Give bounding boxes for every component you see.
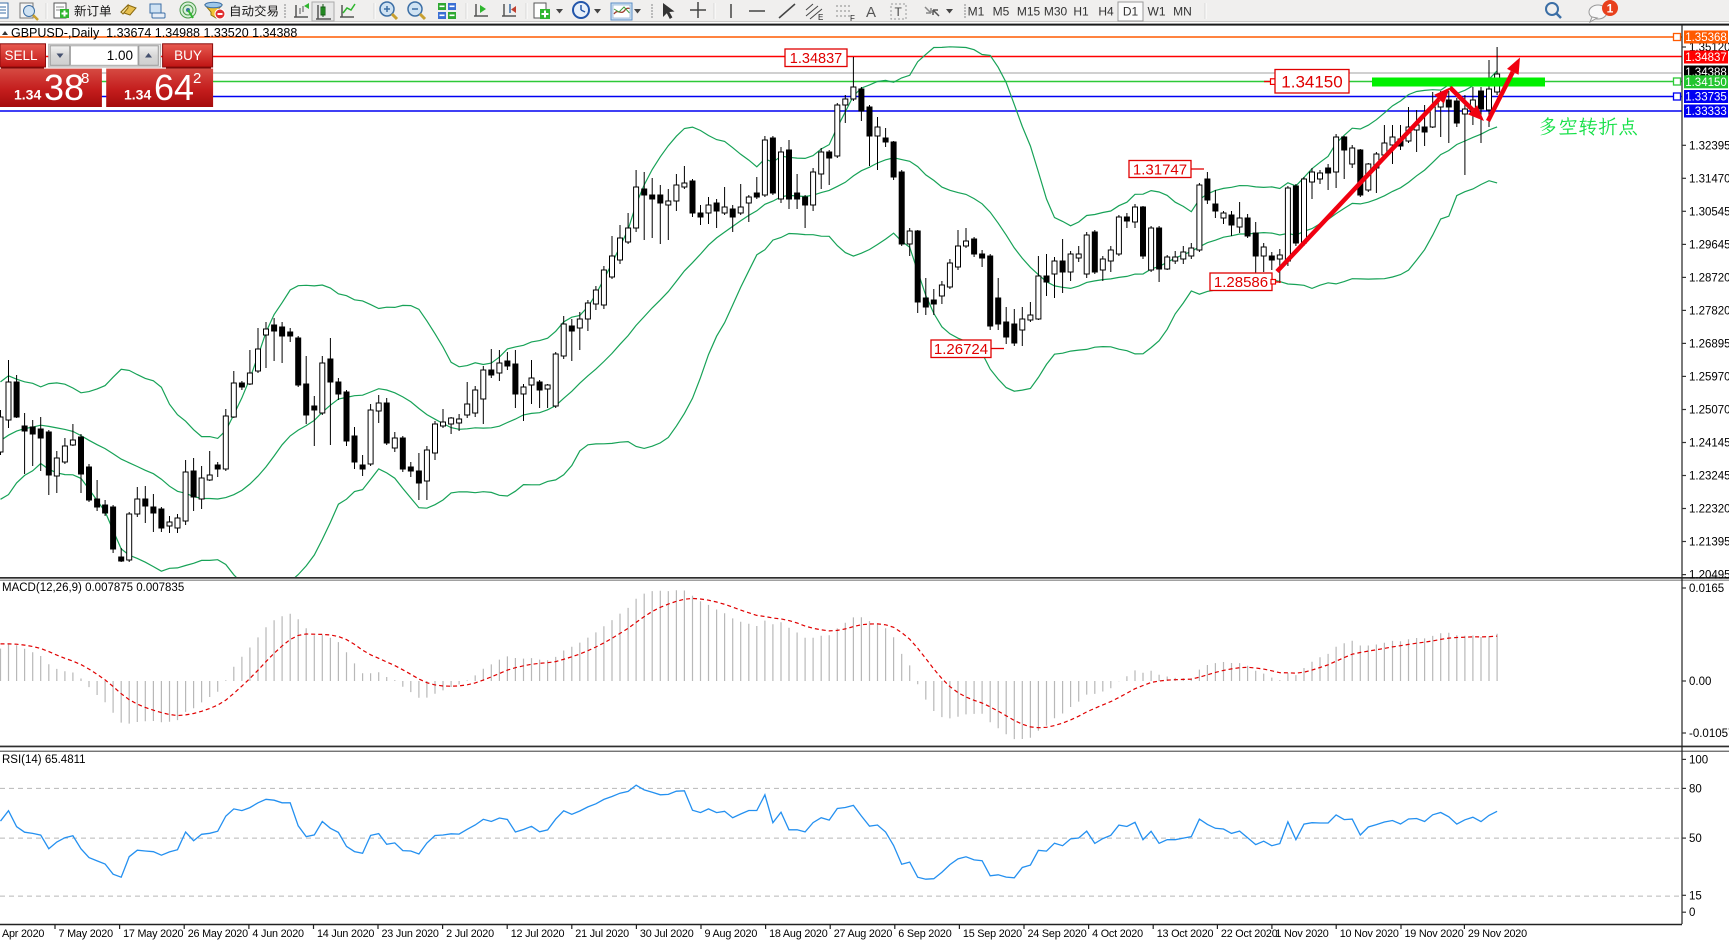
svg-text:22 Oct 2020: 22 Oct 2020	[1221, 928, 1278, 940]
svg-text:1.26895: 1.26895	[1689, 338, 1729, 350]
svg-text:Apr 2020: Apr 2020	[2, 928, 44, 940]
svg-text:1.34150: 1.34150	[1281, 72, 1342, 91]
svg-text:1.20495: 1.20495	[1689, 570, 1729, 582]
svg-text:10 Nov 2020: 10 Nov 2020	[1340, 928, 1399, 940]
svg-text:1.21395: 1.21395	[1689, 537, 1729, 549]
svg-text:0.0165: 0.0165	[1689, 583, 1724, 595]
svg-text:BUY: BUY	[174, 48, 202, 63]
svg-text:4 Jun 2020: 4 Jun 2020	[252, 928, 304, 940]
svg-text:M1: M1	[968, 5, 985, 19]
svg-text:27 Aug 2020: 27 Aug 2020	[834, 928, 893, 940]
svg-text:1.33333: 1.33333	[1685, 106, 1727, 118]
svg-text:D1: D1	[1123, 5, 1139, 19]
svg-text:0.00: 0.00	[1689, 676, 1711, 688]
svg-text:A: A	[866, 4, 876, 21]
svg-text:1.24145: 1.24145	[1689, 438, 1729, 450]
svg-text:2 Jul 2020: 2 Jul 2020	[446, 928, 494, 940]
svg-text:50: 50	[1689, 833, 1702, 845]
svg-text:15 Sep 2020: 15 Sep 2020	[963, 928, 1022, 940]
svg-text:1.34837: 1.34837	[1685, 52, 1727, 64]
svg-text:2: 2	[193, 70, 201, 87]
svg-text:14 Jun 2020: 14 Jun 2020	[317, 928, 374, 940]
svg-text:1.00: 1.00	[107, 48, 133, 63]
svg-text:GBPUSD-,Daily 1.33674 1.34988: GBPUSD-,Daily 1.33674 1.34988 1.33520 1.…	[11, 26, 297, 40]
svg-text:1.22320: 1.22320	[1689, 504, 1729, 516]
svg-text:1.26724: 1.26724	[934, 341, 988, 358]
svg-text:29 Nov 2020: 29 Nov 2020	[1468, 928, 1527, 940]
svg-text:15: 15	[1689, 890, 1702, 902]
svg-text:1.34: 1.34	[124, 87, 151, 103]
svg-text:12 Jul 2020: 12 Jul 2020	[511, 928, 565, 940]
svg-text:100: 100	[1689, 754, 1708, 766]
svg-text:1.35368: 1.35368	[1685, 32, 1727, 44]
svg-text:21 Jul 2020: 21 Jul 2020	[575, 928, 629, 940]
svg-text:6 Sep 2020: 6 Sep 2020	[898, 928, 951, 940]
svg-text:23 Jun 2020: 23 Jun 2020	[382, 928, 439, 940]
svg-text:H1: H1	[1073, 5, 1089, 19]
svg-text:1.32395: 1.32395	[1689, 140, 1729, 152]
svg-text:9 Aug 2020: 9 Aug 2020	[705, 928, 758, 940]
svg-text:1.34: 1.34	[14, 87, 41, 103]
svg-text:SELL: SELL	[4, 48, 38, 63]
svg-text:M15: M15	[1017, 5, 1041, 19]
svg-text:80: 80	[1689, 783, 1702, 795]
svg-text:1.31747: 1.31747	[1133, 161, 1187, 178]
svg-text:RSI(14) 65.4811: RSI(14) 65.4811	[2, 754, 86, 766]
svg-text:1.23245: 1.23245	[1689, 471, 1729, 483]
svg-text:1.34150: 1.34150	[1685, 77, 1727, 89]
svg-text:1 Nov 2020: 1 Nov 2020	[1275, 928, 1328, 940]
svg-text:1.33735: 1.33735	[1685, 92, 1727, 104]
svg-text:H4: H4	[1098, 5, 1114, 19]
svg-text:1.31470: 1.31470	[1689, 173, 1729, 185]
svg-text:13 Oct 2020: 13 Oct 2020	[1157, 928, 1214, 940]
svg-text:-0.010571: -0.010571	[1689, 728, 1729, 740]
svg-text:24 Sep 2020: 24 Sep 2020	[1028, 928, 1087, 940]
svg-text:1.30545: 1.30545	[1689, 206, 1729, 218]
svg-text:38: 38	[44, 67, 84, 108]
svg-text:64: 64	[154, 67, 194, 108]
svg-text:MN: MN	[1173, 5, 1192, 19]
svg-text:M5: M5	[993, 5, 1010, 19]
svg-text:4 Oct 2020: 4 Oct 2020	[1092, 928, 1143, 940]
svg-text:19 Nov 2020: 19 Nov 2020	[1405, 928, 1464, 940]
svg-text:30 Jul 2020: 30 Jul 2020	[640, 928, 694, 940]
svg-text:1.25970: 1.25970	[1689, 371, 1729, 383]
svg-text:8: 8	[81, 70, 89, 87]
svg-text:26 May 2020: 26 May 2020	[188, 928, 248, 940]
svg-text:1.34837: 1.34837	[790, 51, 842, 67]
svg-text:18 Aug 2020: 18 Aug 2020	[769, 928, 828, 940]
svg-text:W1: W1	[1148, 5, 1166, 19]
svg-text:1.28720: 1.28720	[1689, 272, 1729, 284]
svg-text:1.28586: 1.28586	[1214, 274, 1268, 291]
svg-text:7 May 2020: 7 May 2020	[59, 928, 114, 940]
svg-text:1.29645: 1.29645	[1689, 239, 1729, 251]
svg-text:MACD(12,26,9) 0.007875 0.00783: MACD(12,26,9) 0.007875 0.007835	[2, 582, 184, 594]
svg-text:1.27820: 1.27820	[1689, 305, 1729, 317]
svg-text:17 May 2020: 17 May 2020	[123, 928, 183, 940]
svg-text:1: 1	[1607, 2, 1614, 16]
svg-text:F: F	[850, 14, 855, 23]
svg-text:E: E	[818, 13, 823, 22]
svg-text:M30: M30	[1044, 5, 1068, 19]
svg-text:1.25070: 1.25070	[1689, 405, 1729, 417]
svg-text:0: 0	[1689, 907, 1695, 919]
svg-text:T: T	[895, 5, 903, 19]
